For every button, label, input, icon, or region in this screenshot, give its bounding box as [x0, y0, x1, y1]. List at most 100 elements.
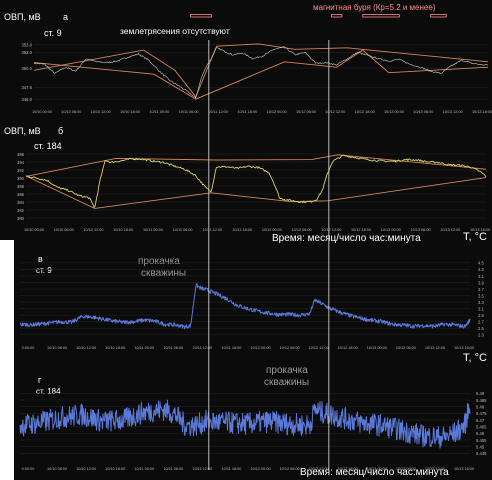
panel-b-xtick-label: 10/12 18:00: [351, 228, 371, 232]
plot-area: 346.0 347.5 350.0 352.0 353.0 10/10 00:00 10/1…: [17, 42, 492, 471]
panel-b-ytick-label: 384: [17, 200, 25, 205]
panel-a-ytick-label: 352.0: [22, 50, 33, 55]
panel-a-station: ст. 9: [44, 28, 62, 38]
panel-b-xtick-label: 10/11 12:00: [203, 228, 223, 232]
storm-interval-marker: [331, 14, 343, 18]
panel-d-xtick-label: 10/12 00:00: [251, 467, 271, 471]
panel-c-xtick-label: 10/13 00:00: [367, 346, 387, 350]
panel-b-station: ст. 184: [34, 141, 62, 151]
panel-b-ytick-label: 396: [17, 152, 25, 157]
pumping-label-upper-2: скважины: [141, 268, 186, 279]
panel-c-xtick-label: 10/12 00:00: [251, 346, 271, 350]
panel-d-xtick-label: 10/12 18:00: [338, 467, 358, 471]
panel-c-letter: в: [38, 254, 43, 264]
panel-d-ytick-label: 5.465: [476, 424, 487, 429]
panel-a-xtick-label: 10/13 00:00: [384, 110, 404, 114]
panel-d-xtick-label: 10/10 12:00: [76, 467, 96, 471]
storm-interval-marker: [190, 14, 212, 18]
panel-c-xtick-label: 10/11 18:00: [222, 346, 242, 350]
panel-d-xtick-label: 10/10 18:00: [105, 467, 125, 471]
panel-c-xtick-label: 10/10 12:00: [76, 346, 96, 350]
panel-c-xtick-label: 10/11 00:00: [134, 346, 154, 350]
panel-c-ytick-label: 4.1: [478, 274, 484, 279]
panel-b-xtick-label: 10/10 18:00: [113, 228, 133, 232]
panel-a-ytick-label: 346.0: [22, 97, 33, 102]
panel-c-xtick-label: 10/12 18:00: [338, 346, 358, 350]
panel-a-xtick-label: 10/11 12:00: [208, 110, 228, 114]
panel-d-letter: г: [38, 375, 42, 385]
panel-b-xtick-label: 10/13 12:00: [440, 228, 460, 232]
panel-a-xtick-label: 10/11 18:00: [237, 110, 257, 114]
panel-c-station: ст. 9: [36, 266, 52, 275]
panel-a: 346.0 347.5 350.0 352.0 353.0 10/10 00:00 10/1…: [22, 42, 492, 114]
panel-a-xtick-label: 10/12 00:00: [267, 110, 287, 114]
panel-d-xtick-label: 10/13 06:00: [396, 467, 416, 471]
panel-d-xtick-label: 10/10 06:00: [47, 467, 67, 471]
panel-c-ytick-label: 2.7: [478, 319, 484, 324]
panel-c-xtick-label: 10/10 06:00: [47, 346, 67, 350]
panel-b-xtick-label: 10/11 06:00: [173, 228, 193, 232]
panel-c-ytick-label: 4.3: [478, 267, 484, 272]
panel-a-xtick-label: 10/13 06:00: [413, 110, 433, 114]
panel-c-xtick-label: 10/11 06:00: [163, 346, 183, 350]
panel-b-ytick-label: 392: [17, 168, 25, 173]
panel-b-xtick-label: 10/13 00:00: [381, 228, 401, 232]
pumping-label-upper-1: прокачка: [138, 256, 180, 267]
panel-b-ytick-label: 390: [17, 176, 25, 181]
pumping-label-lower-2: скважины: [264, 377, 309, 388]
panel-b-ylabel: ОВП, мВ: [4, 126, 41, 136]
panel-c-xtick-label: 10/10 18:00: [105, 346, 125, 350]
panel-d-xtick-label: 10/12 12:00: [309, 467, 329, 471]
panel-a-ytick-label: 353.0: [22, 42, 33, 47]
panel-a-xtick-label: 10/10 12:00: [91, 110, 111, 114]
panel-b-xtick-label: 10/12 00:00: [262, 228, 282, 232]
storm-interval-marker: [430, 14, 447, 18]
time-axis-label-upper: Время: месяц/число час:минута: [272, 233, 421, 244]
panel-d-xtick-label: 10/11 12:00: [193, 467, 213, 471]
time-axis-label-lower: Время: месяц/число час:минута: [300, 467, 449, 478]
panel-a-envelope-line: [33, 43, 489, 98]
panel-b-series-line: [25, 154, 487, 208]
panel-b-ytick-label: 380: [17, 216, 25, 221]
panel-a-xtick-label: 10/12 18:00: [355, 110, 375, 114]
panel-d-ytick-label: 5.49: [476, 391, 485, 396]
panel-b-xtick-label: 10/11 18:00: [232, 228, 252, 232]
panel-a-xtick-label: 10/10 18:00: [120, 110, 140, 114]
panel-c-series-line: [19, 283, 471, 330]
panel-c-ytick-label: 3.3: [478, 300, 484, 305]
panel-d-ytick-label: 5.485: [476, 398, 487, 403]
panel-a-letter: а: [63, 12, 68, 22]
panel-d-ytick-label: 5.48: [476, 404, 485, 409]
panel-a-xtick-label: 10/13 18:00: [472, 110, 492, 114]
panel-b-envelope-line: [25, 175, 487, 209]
panel-a-envelope-line: [33, 49, 489, 100]
panel-a-xtick-label: 10/12 12:00: [325, 110, 345, 114]
panel-c: 2.3 2.5 2.72.9 3.13.3 3.53.7 3.94.1 4.34.5 0:00…: [19, 261, 484, 350]
panel-b-xtick-label: 10/12 12:00: [321, 228, 341, 232]
panel-a-ytick-label: 347.5: [22, 85, 33, 90]
panel-b-ytick-label: 386: [17, 192, 25, 197]
panel-b-ytick-label: 382: [17, 208, 25, 213]
panel-a-xtick-label: 10/11 06:00: [179, 110, 199, 114]
panel-a-xtick-label: 10/12 06:00: [296, 110, 316, 114]
panel-c-xtick-label: 10/12 12:00: [309, 346, 329, 350]
panel-b-xtick-label: 10/10 06:00: [54, 228, 74, 232]
panel-c-xtick-label: 10/12 06:00: [280, 346, 300, 350]
panel-c-xtick-label: 10/13 06:00: [396, 346, 416, 350]
panel-c-ytick-label: 2.3: [478, 333, 484, 338]
panel-d-ytick-label: 5.47: [476, 418, 485, 423]
storm-interval-marker: [362, 14, 400, 18]
panel-c-ytick-label: 3.7: [478, 287, 484, 292]
panel-a-series-line: [33, 46, 489, 99]
panel-b-envelope-line: [25, 154, 487, 177]
panel-c-ytick-label: 2.9: [478, 313, 484, 318]
top-panels-background: [0, 0, 492, 240]
panel-b-xtick-label: 10/11 00:00: [143, 228, 163, 232]
panel-b-ytick-label: 388: [17, 184, 25, 189]
panel-d-ytick-label: 5.445: [476, 451, 487, 456]
panel-c-ylabel: T, °C: [463, 231, 487, 243]
no-earthquake-label: землетрясения отсутствуют: [120, 26, 230, 36]
panel-d-xtick-label: 10/13 12:00: [425, 467, 445, 471]
